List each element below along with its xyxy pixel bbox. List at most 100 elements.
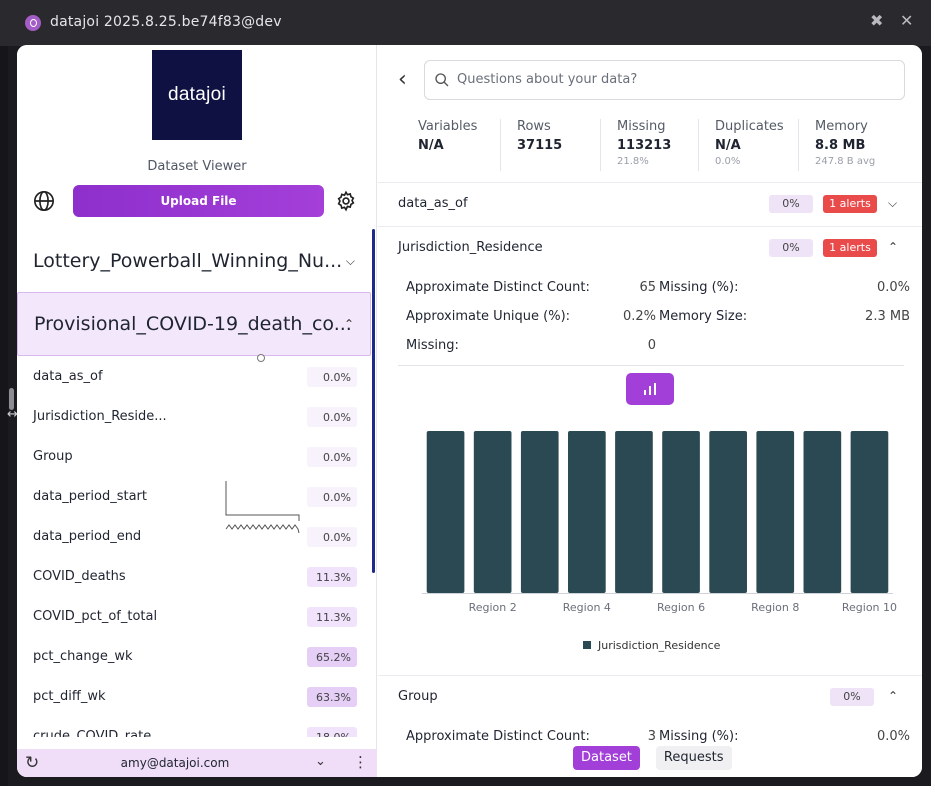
section-title: Group <box>398 689 438 704</box>
tab-requests[interactable]: Requests <box>655 746 732 770</box>
list-item[interactable]: data_as_of 0.0% <box>17 357 371 397</box>
detail-label: Missing: <box>406 338 459 353</box>
stat-value: N/A <box>418 138 444 153</box>
variable-name: Jurisdiction_Reside... <box>33 409 167 424</box>
x-tick-label: Region 4 <box>563 601 611 614</box>
missing-badge: 0% <box>769 239 813 257</box>
dataset-item-lottery[interactable]: Lottery_Powerball_Winning_Nu... ⌵ <box>17 240 371 282</box>
stat-memory: Memory 8.8 MB 247.8 B avg <box>815 119 875 167</box>
dataset-name: Provisional_COVID-19_death_co... <box>34 313 352 335</box>
back-arrow-icon[interactable]: ‹ <box>398 67 407 92</box>
chevron-up-icon[interactable]: ⌃ <box>888 240 899 254</box>
legend-swatch <box>583 641 591 649</box>
list-item[interactable]: Group 0.0% <box>17 437 371 477</box>
close-icon[interactable]: ✕ <box>900 11 914 30</box>
tab-dataset[interactable]: Dataset <box>573 746 640 770</box>
search-input[interactable]: Questions about your data? <box>424 60 905 100</box>
section-group[interactable]: Group 0% ⌃ <box>378 675 922 719</box>
main-panel: ‹ Questions about your data? Variables N… <box>378 45 922 777</box>
app-icon <box>25 15 41 31</box>
variable-name: Group <box>33 449 73 464</box>
stat-value: N/A <box>715 138 741 153</box>
stat-rows: Rows 37115 <box>517 119 562 153</box>
missing-badge: 11.3% <box>307 607 357 627</box>
stat-missing: Missing 113213 21.8% <box>617 119 671 167</box>
bottom-tabs: Dataset Requests <box>573 746 732 770</box>
legend-label: Jurisdiction_Residence <box>597 639 721 652</box>
bar-region-2 <box>473 431 512 593</box>
sidebar: datajoi Dataset Viewer Upload File Lotte… <box>17 45 377 777</box>
divider <box>398 365 904 366</box>
missing-badge: 0.0% <box>307 367 357 387</box>
list-item[interactable]: crude_COVID_rate 18.0% <box>17 717 371 737</box>
alert-badge[interactable]: 1 alerts <box>823 195 877 213</box>
list-item[interactable]: COVID_pct_of_total 11.3% <box>17 597 371 637</box>
headset-icon[interactable]: ⌄ <box>315 754 326 769</box>
stat-value: 8.8 MB <box>815 138 866 153</box>
missing-badge: 0.0% <box>307 487 357 507</box>
detail-label: Missing (%): <box>659 280 739 295</box>
chart-toggle-button[interactable] <box>626 373 674 405</box>
stat-sub: 247.8 B avg <box>815 156 876 167</box>
chevron-down-icon[interactable]: ⌵ <box>345 253 355 268</box>
chevron-up-icon[interactable]: ⌃ <box>888 689 899 703</box>
stat-value: 113213 <box>617 138 672 153</box>
bar-region-8 <box>756 431 795 593</box>
section-data-as-of[interactable]: data_as_of 0% 1 alerts ⌵ <box>378 182 922 226</box>
section-jurisdiction-residence[interactable]: Jurisdiction_Residence 0% 1 alerts ⌃ <box>378 226 922 270</box>
more-vertical-icon[interactable]: ⋮ <box>353 753 368 771</box>
list-item[interactable]: Jurisdiction_Reside... 0.0% <box>17 397 371 437</box>
x-tick-label: Region 8 <box>751 601 799 614</box>
globe-icon[interactable] <box>33 190 55 212</box>
list-item[interactable]: COVID_deaths 11.3% <box>17 557 371 597</box>
sparkline <box>225 481 300 533</box>
viewer-title: Dataset Viewer <box>147 159 247 174</box>
x-tick-label: Region 6 <box>657 601 705 614</box>
resize-handle[interactable] <box>9 388 14 410</box>
stat-value: 37115 <box>517 138 563 153</box>
bar-region-5 <box>615 431 653 593</box>
list-item[interactable]: pct_diff_wk 63.3% <box>17 677 371 717</box>
bar-region-6 <box>662 431 700 593</box>
bar-region-9 <box>803 431 842 593</box>
detail-label: Approximate Distinct Count: <box>406 729 590 744</box>
refresh-icon[interactable]: ↻ <box>25 753 40 773</box>
missing-badge: 0.0% <box>307 407 357 427</box>
variable-list: data_as_of 0.0% Jurisdiction_Reside... 0… <box>17 357 371 737</box>
list-item[interactable]: data_period_start 0.0% <box>17 477 371 517</box>
missing-badge: 65.2% <box>307 647 357 667</box>
detail-label: Memory Size: <box>659 309 748 324</box>
detail-label: Approximate Unique (%): <box>406 309 571 324</box>
list-item[interactable]: pct_change_wk 65.2% <box>17 637 371 677</box>
missing-badge: 0% <box>769 195 813 213</box>
chevron-up-icon[interactable]: ⌃ <box>343 317 354 331</box>
drag-handle[interactable] <box>257 354 265 362</box>
detail-label: Approximate Distinct Count: <box>406 280 590 295</box>
missing-badge: 18.0% <box>307 727 357 737</box>
stat-sub: 21.8% <box>617 156 649 167</box>
list-item[interactable]: data_period_end 0.0% <box>17 517 371 557</box>
detail-value: 0.0% <box>876 280 910 295</box>
variable-name: COVID_pct_of_total <box>33 609 158 624</box>
divider <box>500 119 501 171</box>
alert-badge[interactable]: 1 alerts <box>823 239 877 257</box>
missing-badge: 63.3% <box>307 687 357 707</box>
detail-label: Missing (%): <box>659 729 739 744</box>
stat-duplicates: Duplicates N/A 0.0% <box>715 119 784 167</box>
stat-sub: 0.0% <box>715 156 741 167</box>
bar-region-4 <box>568 431 606 593</box>
scrollbar[interactable] <box>372 229 375 573</box>
x-tick-label: Region 10 <box>842 601 897 614</box>
upload-file-button[interactable]: Upload File <box>73 185 324 217</box>
x-tick-label: Region 2 <box>469 601 517 614</box>
search-icon <box>435 73 449 87</box>
chevron-down-icon[interactable]: ⌵ <box>888 196 898 210</box>
window-edge <box>0 46 8 786</box>
dataset-item-covid[interactable]: Provisional_COVID-19_death_co... ⌃ <box>17 292 371 356</box>
stat-label: Missing <box>617 119 666 134</box>
gear-icon[interactable] <box>335 190 357 212</box>
logo: datajoi <box>152 50 242 140</box>
pin-icon[interactable]: ✖︎ <box>870 11 884 30</box>
divider <box>600 119 601 171</box>
variable-name: data_period_end <box>33 529 142 544</box>
